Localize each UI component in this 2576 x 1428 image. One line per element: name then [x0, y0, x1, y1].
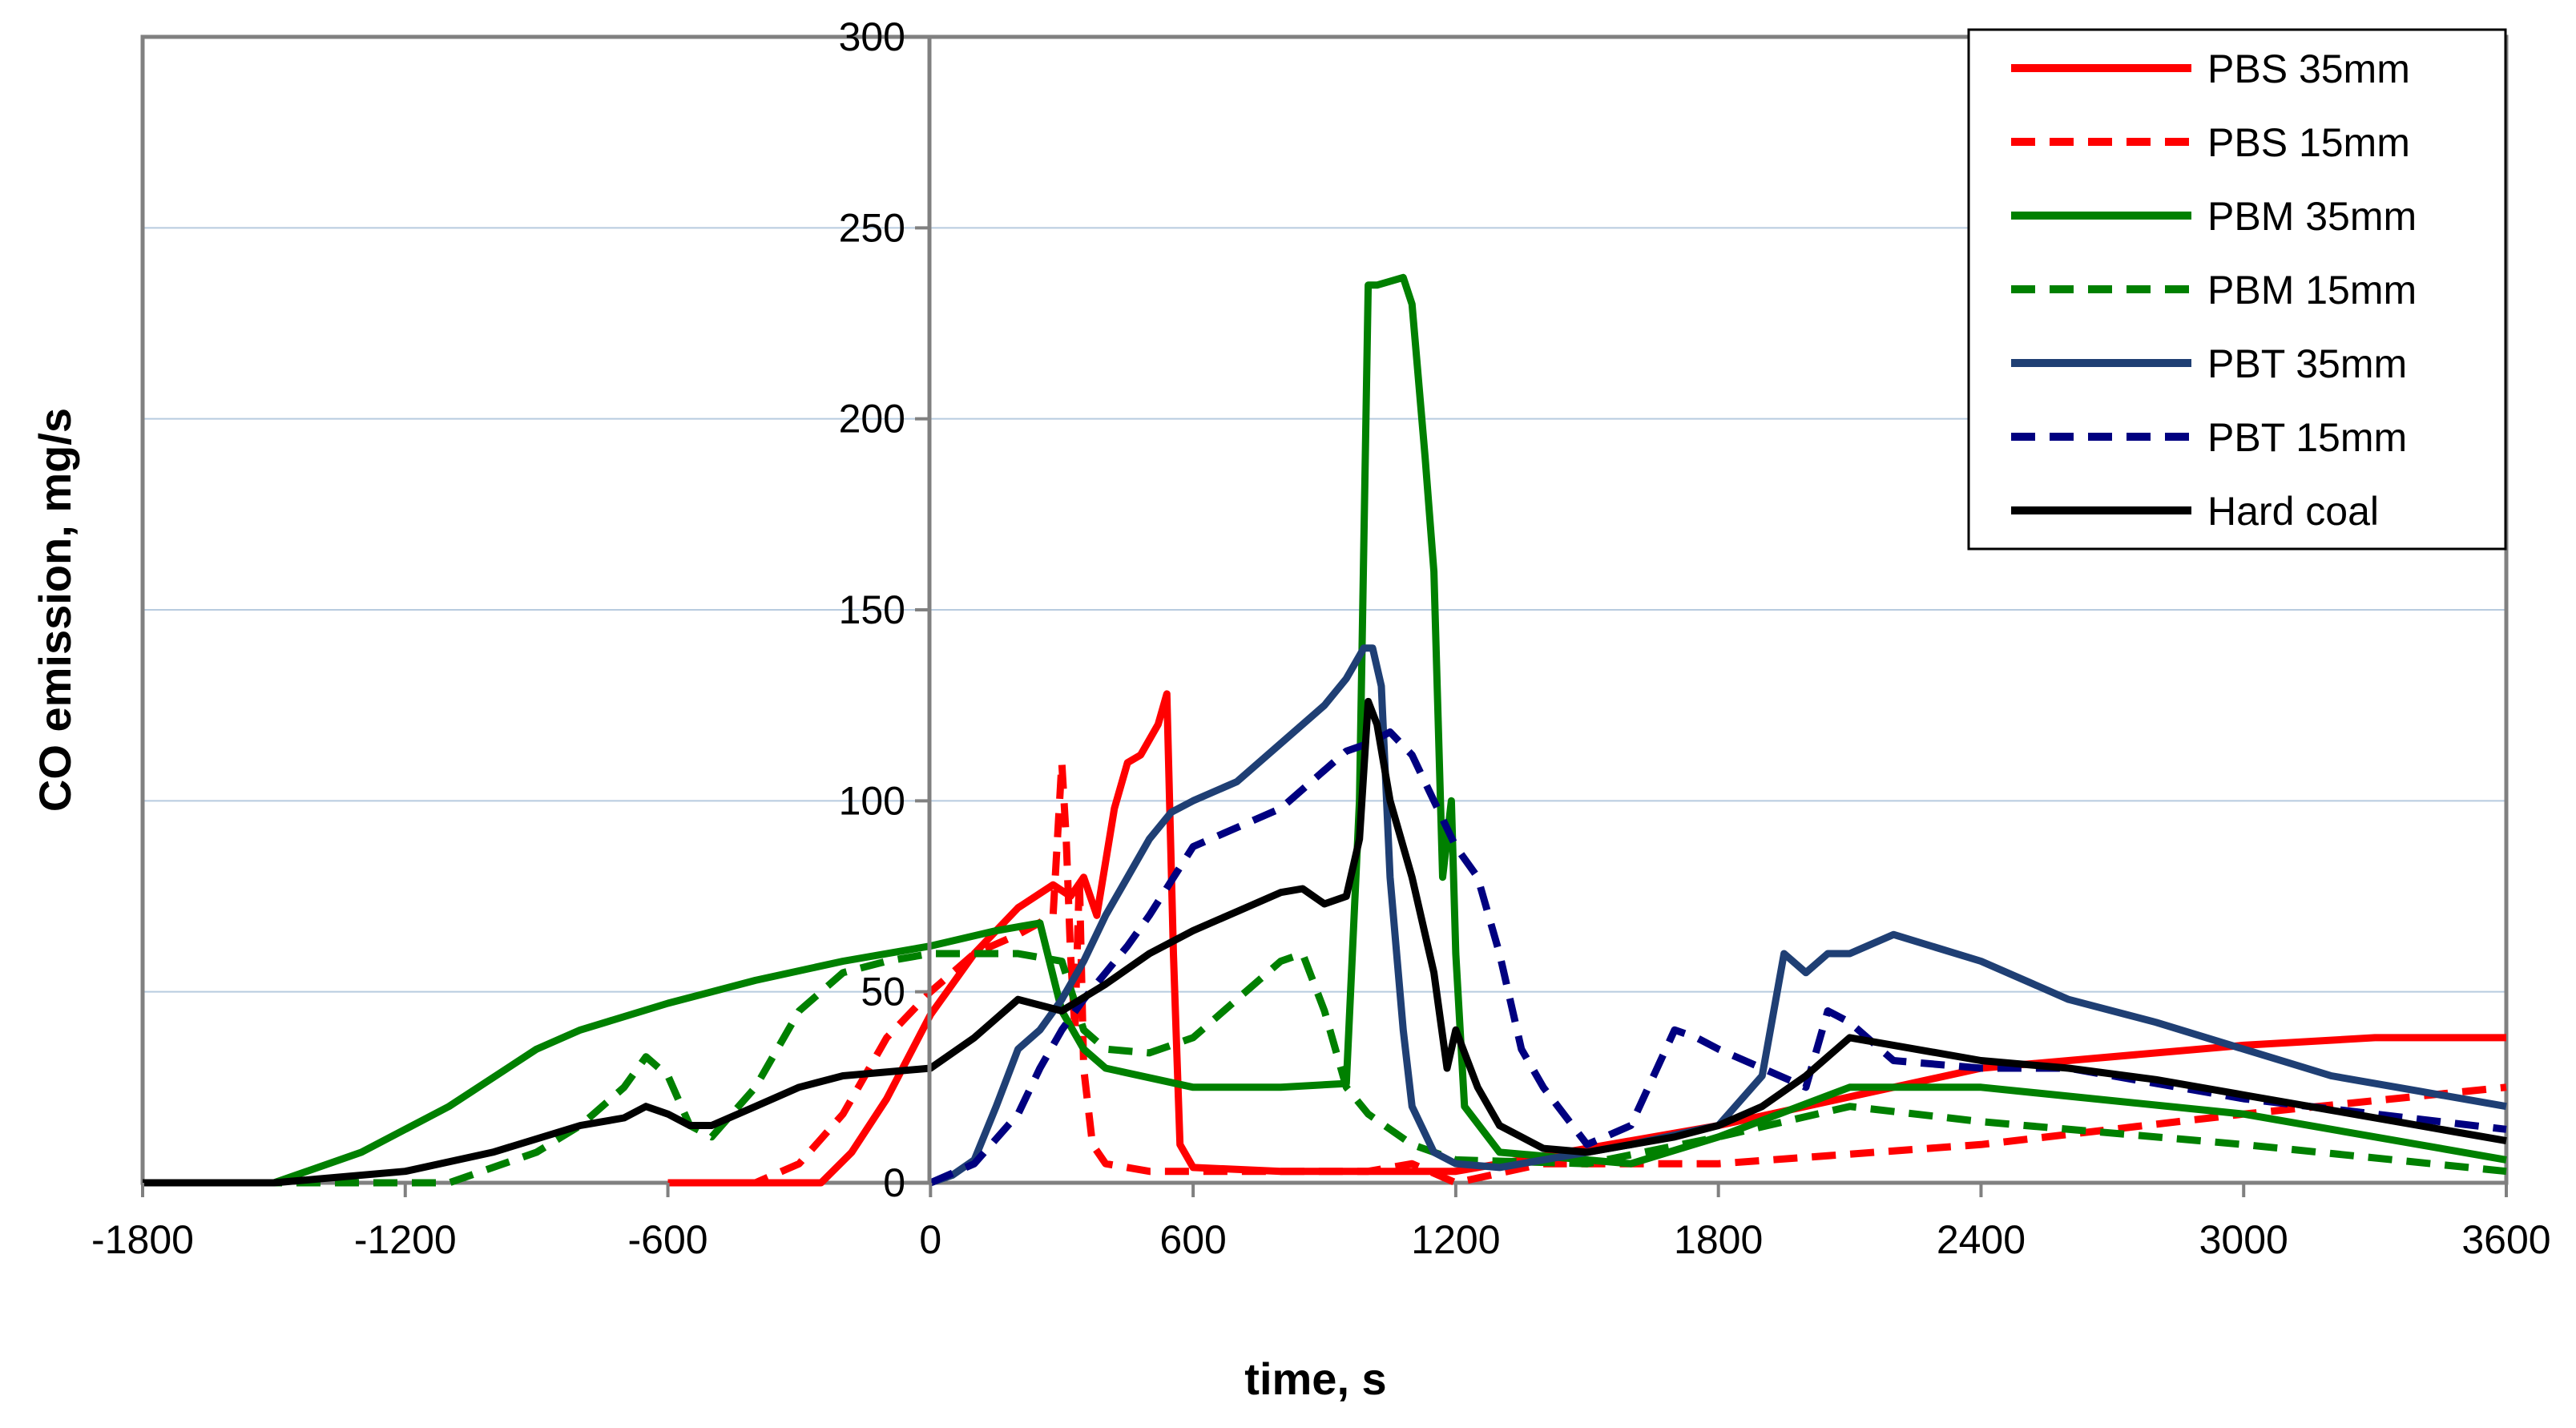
x-tick-label: 1200 — [1411, 1217, 1500, 1262]
series-line-pbs-15mm — [667, 759, 2507, 1187]
x-tick-label: -600 — [628, 1217, 708, 1262]
y-tick-label: 250 — [839, 205, 905, 250]
legend-label: Hard coal — [2207, 489, 2379, 534]
y-tick-label: 150 — [839, 587, 905, 632]
y-tick-label: 300 — [839, 14, 905, 59]
tick-label-layer: 0 50 100 150 200 250 300 -1800 -1200 -600 0 600 1200… — [91, 14, 2551, 1262]
y-tick-label: 50 — [861, 970, 905, 1015]
legend-label: PBS 35mm — [2207, 46, 2410, 91]
series-line-pbm-15mm — [143, 950, 2507, 1187]
x-tick-label: 3600 — [2461, 1217, 2550, 1262]
axis-layer — [141, 35, 2508, 1197]
x-tick-label: -1800 — [91, 1217, 194, 1262]
x-tick-label: -1200 — [354, 1217, 457, 1262]
x-tick-label: 2400 — [1937, 1217, 2026, 1262]
series-line-hard-coal — [143, 697, 2507, 1187]
plot-frame — [140, 34, 2509, 1185]
y-tick-label: 100 — [839, 778, 905, 823]
legend-label: PBM 35mm — [2207, 194, 2417, 239]
x-tick-label: 600 — [1159, 1217, 1226, 1262]
series-layer — [143, 273, 2507, 1187]
x-axis-title: time, s — [1244, 1353, 1386, 1404]
legend-entries: PBS 35mm PBS 15mm PBM 35mm PBM 15mm PBT 35mm… — [2011, 46, 2417, 534]
x-tick-label: 3000 — [2199, 1217, 2288, 1262]
x-tick-label: 1800 — [1674, 1217, 1763, 1262]
legend: PBS 35mm PBS 15mm PBM 35mm PBM 15mm PBT 35mm… — [1967, 28, 2507, 551]
y-axis-title: CO emission, mg/s — [30, 408, 80, 812]
legend-label: PBT 35mm — [2207, 341, 2407, 386]
series-line-pbt-15mm — [929, 728, 2507, 1187]
x-tick-label: 0 — [919, 1217, 941, 1262]
y-tick-label: 0 — [883, 1160, 905, 1205]
legend-label: PBS 15mm — [2207, 120, 2410, 165]
legend-label: PBT 15mm — [2207, 415, 2407, 460]
series-line-pbt-35mm — [929, 644, 2507, 1187]
y-tick-label: 200 — [839, 397, 905, 442]
legend-label: PBM 15mm — [2207, 268, 2417, 313]
